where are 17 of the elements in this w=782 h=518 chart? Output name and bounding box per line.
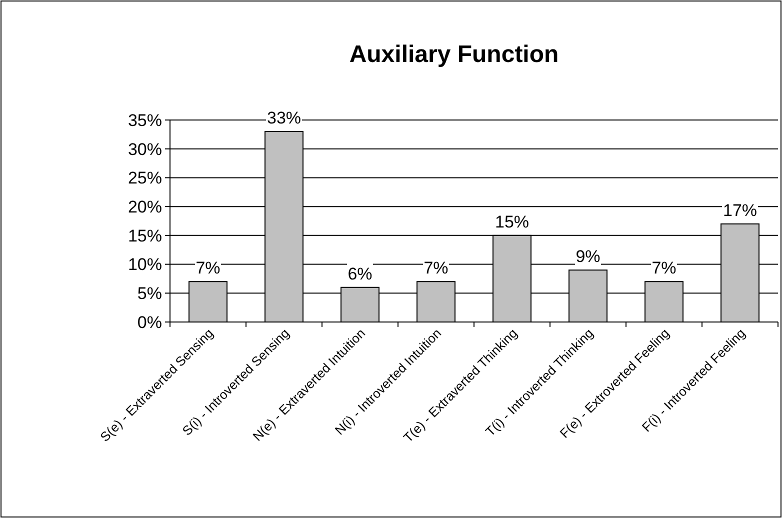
y-tick-label: 15% [128, 226, 162, 246]
data-label: 15% [494, 212, 530, 232]
y-tick-label: 35% [128, 110, 162, 130]
data-label: 9% [576, 247, 600, 266]
y-tick-label: 5% [137, 284, 162, 304]
data-label: 6% [348, 264, 372, 284]
y-tick-label: 0% [137, 312, 162, 332]
data-label: 7% [196, 258, 220, 278]
data-label: 33% [266, 108, 302, 128]
chart-title: Auxiliary Function [349, 41, 559, 68]
data-label: 7% [652, 258, 676, 278]
y-tick-label: 30% [128, 140, 162, 159]
data-label: 7% [424, 258, 448, 278]
y-tick-label: 20% [128, 198, 162, 217]
data-label: 17% [722, 200, 758, 220]
y-tick-label: 25% [128, 168, 162, 188]
y-tick-label: 10% [128, 255, 162, 274]
